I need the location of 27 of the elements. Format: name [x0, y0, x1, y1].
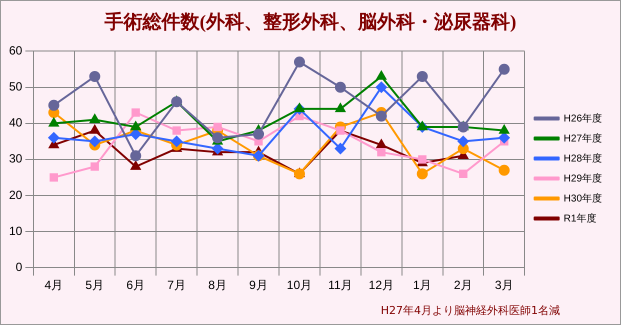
- y-tick-label: 60: [8, 44, 23, 58]
- chart-title: 手術総件数(外科、整形外科、脳外科・泌尿器科): [104, 10, 518, 35]
- x-tick-label: 5月: [85, 278, 104, 292]
- y-tick-label: 20: [8, 188, 23, 202]
- x-tick-label: 1月: [412, 278, 432, 292]
- y-tick-label: 0: [16, 260, 23, 274]
- text: H27年4月より脳神経外科医師1名減: [380, 303, 560, 318]
- legend-label: H30年度: [564, 192, 602, 204]
- x-tick-label: 4月: [44, 278, 64, 292]
- legend-label: H26年度: [564, 112, 602, 124]
- x-tick-label: 3月: [494, 278, 514, 292]
- x-tick-label: 6月: [126, 278, 146, 292]
- legend-label: H27年度: [564, 132, 602, 144]
- x-tick-label: 11月: [328, 278, 353, 292]
- x-tick-label: 9月: [249, 278, 268, 292]
- x-tick-label: 10月: [286, 278, 312, 292]
- y-tick-label: 10: [8, 224, 23, 238]
- y-tick-label: 40: [8, 116, 23, 130]
- legend-label: H28年度: [564, 152, 602, 164]
- x-tick-label: 12月: [368, 278, 394, 292]
- x-tick-label: 8月: [208, 278, 227, 292]
- legend-label: R1年度: [564, 212, 596, 224]
- x-tick-label: 2月: [454, 278, 473, 292]
- x-tick-label: 7月: [167, 278, 186, 292]
- y-tick-label: 50: [8, 80, 23, 94]
- y-tick-label: 30: [8, 152, 23, 166]
- legend-label: H29年度: [564, 172, 602, 184]
